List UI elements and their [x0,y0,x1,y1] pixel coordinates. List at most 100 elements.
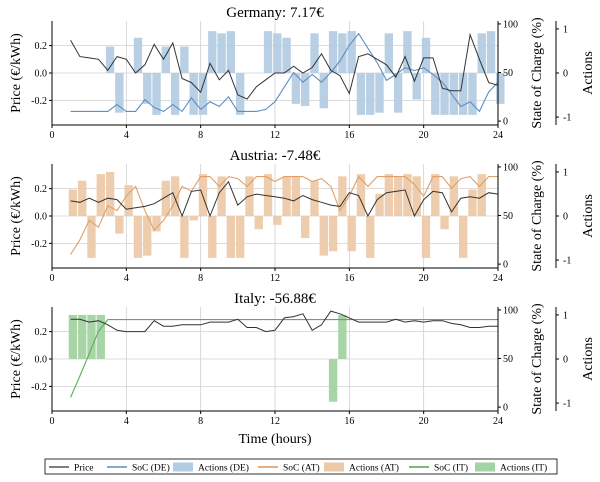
action-bar [263,174,273,216]
subplot-1: 0 4 8 12 16 20 24 0.2 0.0 -0.2 100 50 0 1 0 -1 Austria: … [9,148,596,284]
subplot-title: Germany: 7.17€ [226,5,324,21]
x-tick-label: 16 [344,416,354,427]
subplot-title: Italy: -56.88€ [234,291,316,307]
action-bar [458,216,468,258]
legend-label: Actions (DE) [198,463,249,474]
action-bar [282,176,291,216]
y-tick-label: -0.2 [31,96,47,107]
x-tick-label: 0 [50,273,55,284]
legend-item: SoC (DE) [107,463,170,474]
action-bar [115,73,124,113]
action-bar [319,216,328,256]
action-bar [189,216,198,221]
x-tick-label: 8 [198,273,203,284]
legend: Price SoC (DE) Actions (DE) SoC (AT) Actions… [44,458,558,475]
action-bar [189,73,198,115]
action-bar [235,73,245,115]
legend-label: Actions (AT) [349,463,399,474]
action-bar [235,216,245,258]
action-bar [291,73,301,104]
action-bar [143,73,152,104]
action-bar [310,180,319,216]
legend-item: Price [49,464,94,474]
subplot-0: 0 4 8 12 16 20 24 0.2 0.0 -0.2 100 50 0 1 0 -1 Germany: … [9,5,596,141]
action-bar [393,73,403,113]
actions-tick-label: 1 [563,24,568,35]
action-bar [366,216,375,258]
action-bar [143,216,152,256]
actions-axis-label: Actions [581,51,596,95]
y-tick-label: -0.2 [31,239,47,250]
soc-tick-label: 0 [503,403,508,414]
action-bar [477,174,486,216]
actions-axis-label: Actions [581,337,596,381]
action-bar [124,185,133,216]
soc-tick-label: 50 [503,68,513,79]
x-tick-label: 20 [419,416,429,427]
legend-label: SoC (DE) [132,463,170,474]
action-bar [477,33,486,73]
actions-axis-label: Actions [581,194,596,238]
action-bar [291,176,301,216]
action-bar [328,359,338,402]
soc-axis-label: State of Charge (%) [530,160,545,272]
soc-tick-label: 100 [503,162,518,173]
action-bar [208,31,217,73]
soc-tick-label: 0 [503,260,508,271]
legend-item: Actions (IT) [475,462,547,474]
action-bar [301,73,310,107]
actions-tick-label: 0 [563,212,568,223]
action-bar [208,216,217,258]
soc-axis-label: State of Charge (%) [530,303,545,415]
action-bar [180,46,189,73]
legend-label: SoC (AT) [283,463,320,474]
x-axis-label: Time (hours) [239,432,312,447]
x-tick-label: 0 [50,130,55,141]
actions-tick-label: 1 [563,167,568,178]
action-bar [273,216,282,225]
action-bar [338,33,347,73]
action-bar [152,73,161,115]
action-bar [301,216,310,239]
soc-axis-label: State of Charge (%) [530,17,545,129]
action-bar [431,174,440,216]
y-tick-label: -0.2 [31,382,47,393]
action-bar [328,31,338,73]
action-bar [170,176,180,216]
y-axis-label: Price (€/kWh) [9,33,24,113]
legend-label: Price [74,464,94,474]
action-bar [217,176,226,216]
legend-label: SoC (IT) [434,463,468,474]
y-tick-label: 0.2 [35,41,48,52]
soc-line [70,32,499,113]
x-tick-label: 16 [344,130,354,141]
price-line [70,32,499,100]
action-bar [226,31,236,73]
action-bar [87,216,96,258]
x-tick-label: 4 [124,130,129,141]
action-bar [226,216,236,258]
soc-tick-label: 100 [503,19,518,30]
x-tick-label: 4 [124,416,129,427]
soc-tick-label: 50 [503,354,513,365]
y-axis-label: Price (€/kWh) [9,319,24,399]
soc-tick-label: 100 [503,305,518,316]
legend-patch-swatch [173,462,193,472]
actions-tick-label: 1 [563,310,568,321]
action-bar [105,46,115,73]
action-bar [133,37,143,73]
action-bar [338,314,347,359]
x-tick-label: 12 [270,273,280,284]
soc-line [70,175,498,255]
action-bar [468,189,477,216]
action-bar [412,176,421,216]
action-bar [105,171,115,216]
legend-item: Actions (DE) [173,462,249,474]
action-bar [375,193,384,216]
action-bar [78,180,87,216]
x-tick-label: 16 [344,273,354,284]
action-bar [161,46,171,73]
legend-patch-swatch [324,462,344,472]
action-bar [458,73,468,115]
